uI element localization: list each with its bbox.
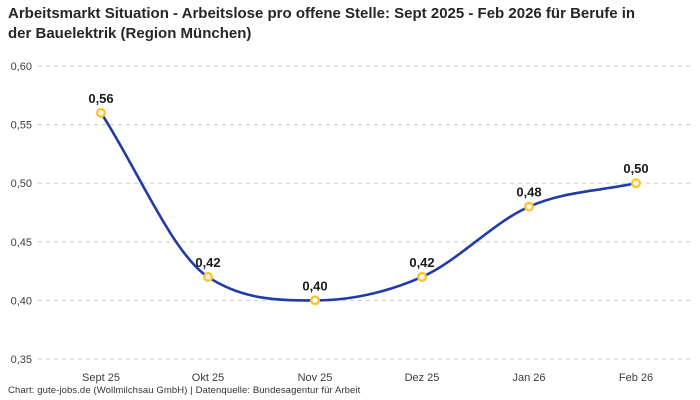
data-point-label: 0,42 [195,255,220,270]
data-point-marker [310,295,321,306]
data-point-marker [95,107,106,118]
y-tick-label: 0,50 [11,178,32,190]
x-tick-label: Okt 25 [192,372,224,384]
y-tick-label: 0,45 [11,237,32,249]
x-tick-label: Jan 26 [512,372,545,384]
data-point-label: 0,40 [302,278,327,293]
data-point-marker [524,201,535,212]
x-tick-label: Nov 25 [298,372,333,384]
data-point-label: 0,56 [88,91,113,106]
x-tick-label: Sept 25 [82,372,120,384]
chart-footer: Chart: gute-jobs.de (Wollmilchsau GmbH) … [8,385,361,396]
data-point-marker [202,271,213,282]
chart-title: Arbeitsmarkt Situation - Arbeitslose pro… [8,5,636,42]
x-tick-label: Feb 26 [619,372,653,384]
y-tick-label: 0,55 [11,120,32,132]
data-point-label: 0,48 [516,185,541,200]
y-tick-label: 0,60 [11,61,32,73]
data-point-marker [417,271,428,282]
data-point-marker [631,178,642,189]
data-point-label: 0,50 [623,161,648,176]
data-line [99,111,638,302]
y-tick-label: 0,40 [11,295,32,307]
data-point-label: 0,42 [409,255,434,270]
x-tick-label: Dez 25 [405,372,440,384]
y-tick-label: 0,35 [11,354,32,366]
